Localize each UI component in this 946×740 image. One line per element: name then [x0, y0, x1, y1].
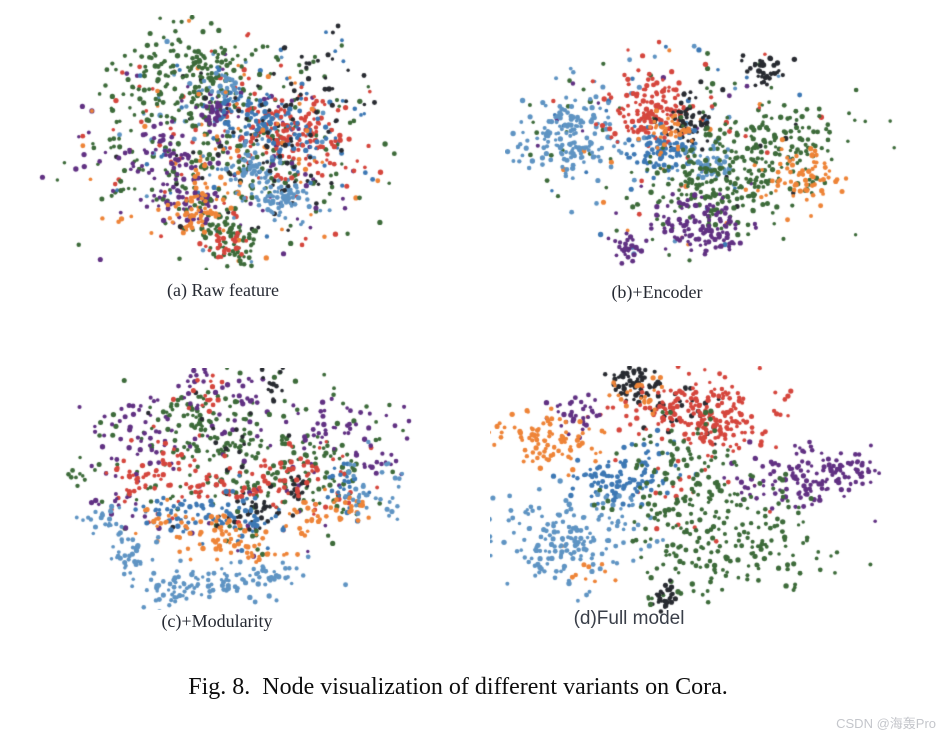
panel-full-model: [490, 366, 890, 618]
subcaption-c: (c)+Modularity: [161, 611, 273, 631]
scatter-plot-encoder: [505, 20, 900, 278]
subcaption-b: (b)+Encoder: [611, 282, 703, 302]
panel-modularity: [55, 368, 430, 610]
scatter-plot-raw-feature: [35, 15, 405, 270]
subcaption-a: (a) Raw feature: [167, 280, 279, 300]
scatter-plot-full-model: [490, 366, 890, 618]
subcaption-d: (d)Full model: [573, 608, 685, 629]
panel-raw-feature: [35, 15, 405, 270]
scatter-plot-modularity: [55, 368, 430, 610]
watermark: CSDN @海轰Pro: [836, 716, 936, 731]
figure-caption: Fig. 8. Node visualization of different …: [188, 674, 728, 700]
panel-encoder: [505, 20, 900, 278]
